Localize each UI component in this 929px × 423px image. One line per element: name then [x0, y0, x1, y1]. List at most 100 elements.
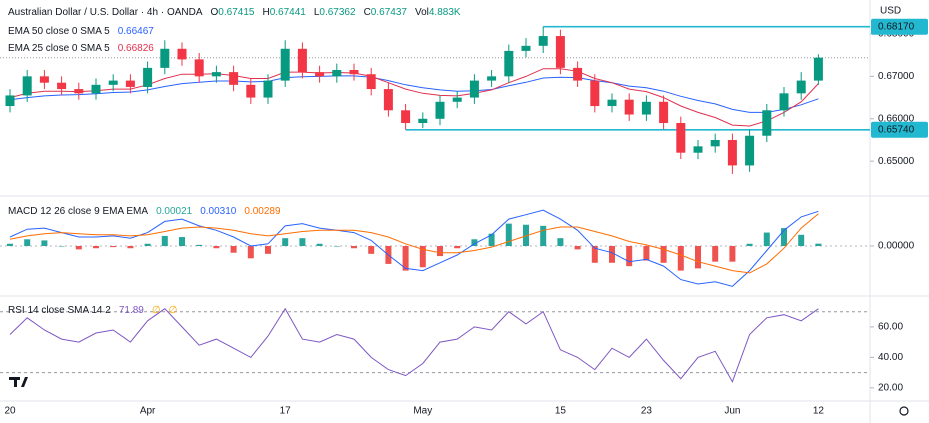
- candle-body: [727, 139, 737, 166]
- histogram-bar: [695, 246, 701, 269]
- histogram-bar: [763, 232, 770, 246]
- legend-value: 71.89: [119, 305, 144, 316]
- macd-line: [9, 209, 819, 287]
- candle-body: [452, 97, 462, 102]
- histogram-bar: [196, 244, 203, 246]
- candle-body: [590, 80, 600, 107]
- candle-body: [435, 101, 445, 119]
- histogram-bar: [437, 246, 443, 257]
- candle-body: [796, 80, 806, 94]
- gear[interactable]: [899, 406, 909, 416]
- ohlc-value: 0.67362: [319, 7, 356, 18]
- candle-body: [246, 84, 256, 98]
- candle-body: [383, 89, 393, 111]
- histogram-bar: [419, 246, 426, 268]
- candle-body: [641, 101, 651, 115]
- candle-body: [624, 99, 634, 115]
- legend-value: 0.66826: [118, 43, 155, 54]
- histogram-bar: [316, 243, 323, 246]
- histogram-bar: [247, 246, 254, 259]
- histogram-bar: [712, 246, 719, 262]
- candle-body: [263, 80, 273, 98]
- histogram-bar: [746, 243, 753, 246]
- histogram-bar: [677, 246, 684, 271]
- candle-body: [469, 80, 479, 98]
- level-label-box: [871, 18, 928, 35]
- candle-body: [573, 67, 583, 81]
- histogram-bar: [815, 243, 822, 246]
- ohlc-label: Vol: [415, 7, 429, 18]
- histogram-bar: [351, 246, 357, 249]
- histogram-bar: [454, 246, 461, 249]
- candle-body: [779, 93, 789, 111]
- x-tick-label: 23: [641, 406, 653, 417]
- candle-body: [108, 80, 118, 85]
- y-tick-label: 0.66000: [878, 113, 915, 124]
- settings-icon[interactable]: [899, 406, 909, 416]
- histogram-bar: [75, 246, 82, 250]
- candle-body: [521, 45, 531, 51]
- candle-body: [418, 118, 428, 124]
- ohlc-value: 0.67415: [218, 7, 255, 18]
- legend-value: ∅: [169, 305, 178, 316]
- y-tick-label: 0.67000: [878, 71, 915, 82]
- candle-body: [349, 69, 359, 75]
- x-tick-label: May: [413, 406, 432, 417]
- candle-body: [676, 123, 686, 153]
- histogram-bar: [368, 246, 375, 254]
- candle-body: [194, 59, 204, 77]
- histogram-bar: [127, 246, 134, 249]
- candle-body: [659, 101, 669, 124]
- candle-body: [211, 72, 221, 77]
- candle-body: [555, 36, 565, 68]
- candle-body: [366, 74, 376, 90]
- candle-body: [177, 48, 187, 60]
- candle-body: [39, 76, 49, 83]
- y-tick-label: 0.65000: [878, 156, 915, 167]
- histogram-bar: [523, 224, 529, 246]
- legend: RSI 14 close SMA 14 2 71.89 ∅ ∅: [8, 305, 177, 316]
- histogram-bar: [626, 246, 633, 267]
- signal-line: [9, 213, 819, 274]
- ohlc-label: C: [364, 7, 371, 18]
- candle-body: [607, 99, 617, 107]
- histogram-bar: [540, 225, 547, 246]
- y-tick-label: 40.00: [878, 352, 903, 363]
- histogram-bar: [179, 237, 185, 246]
- candle-body: [332, 69, 342, 77]
- ema-line: [9, 75, 819, 113]
- candle-body: [143, 67, 153, 87]
- legend-name: EMA 50 close 0 SMA 5: [8, 26, 110, 37]
- histogram-bar: [660, 246, 667, 263]
- histogram-bar: [7, 243, 13, 246]
- y-tick-label: 0.00000: [878, 241, 915, 252]
- candle-body: [160, 48, 170, 68]
- ohlc-label: H: [262, 7, 269, 18]
- candle-body: [401, 110, 411, 124]
- legend-value: ∅: [152, 305, 161, 316]
- histogram-bar: [213, 246, 220, 249]
- legend: Australian Dollar / U.S. Dollar · 4h · O…: [8, 7, 461, 18]
- ohlc-value: 4.883K: [429, 7, 461, 18]
- candle-body: [5, 95, 15, 107]
- ohlc-label: O: [211, 7, 219, 18]
- histogram-bar: [591, 246, 598, 263]
- legend-value: 0.00289: [244, 206, 281, 217]
- histogram-bar: [471, 239, 478, 246]
- histogram-bar: [574, 246, 581, 250]
- histogram-bar: [333, 246, 340, 247]
- histogram-bar: [798, 234, 805, 246]
- candle-body: [22, 76, 32, 96]
- level-label: 0.65740: [878, 124, 915, 135]
- indicator-title: RSI 14 close SMA 14 2: [8, 305, 111, 316]
- level-label: 0.68170: [878, 21, 915, 32]
- histogram-bar: [781, 228, 787, 246]
- legend-value: 0.00310: [200, 206, 237, 217]
- candle-body: [74, 89, 84, 94]
- level-label-box: [871, 121, 928, 138]
- legend-value: 0.00021: [156, 206, 193, 217]
- histogram-bar: [24, 239, 31, 246]
